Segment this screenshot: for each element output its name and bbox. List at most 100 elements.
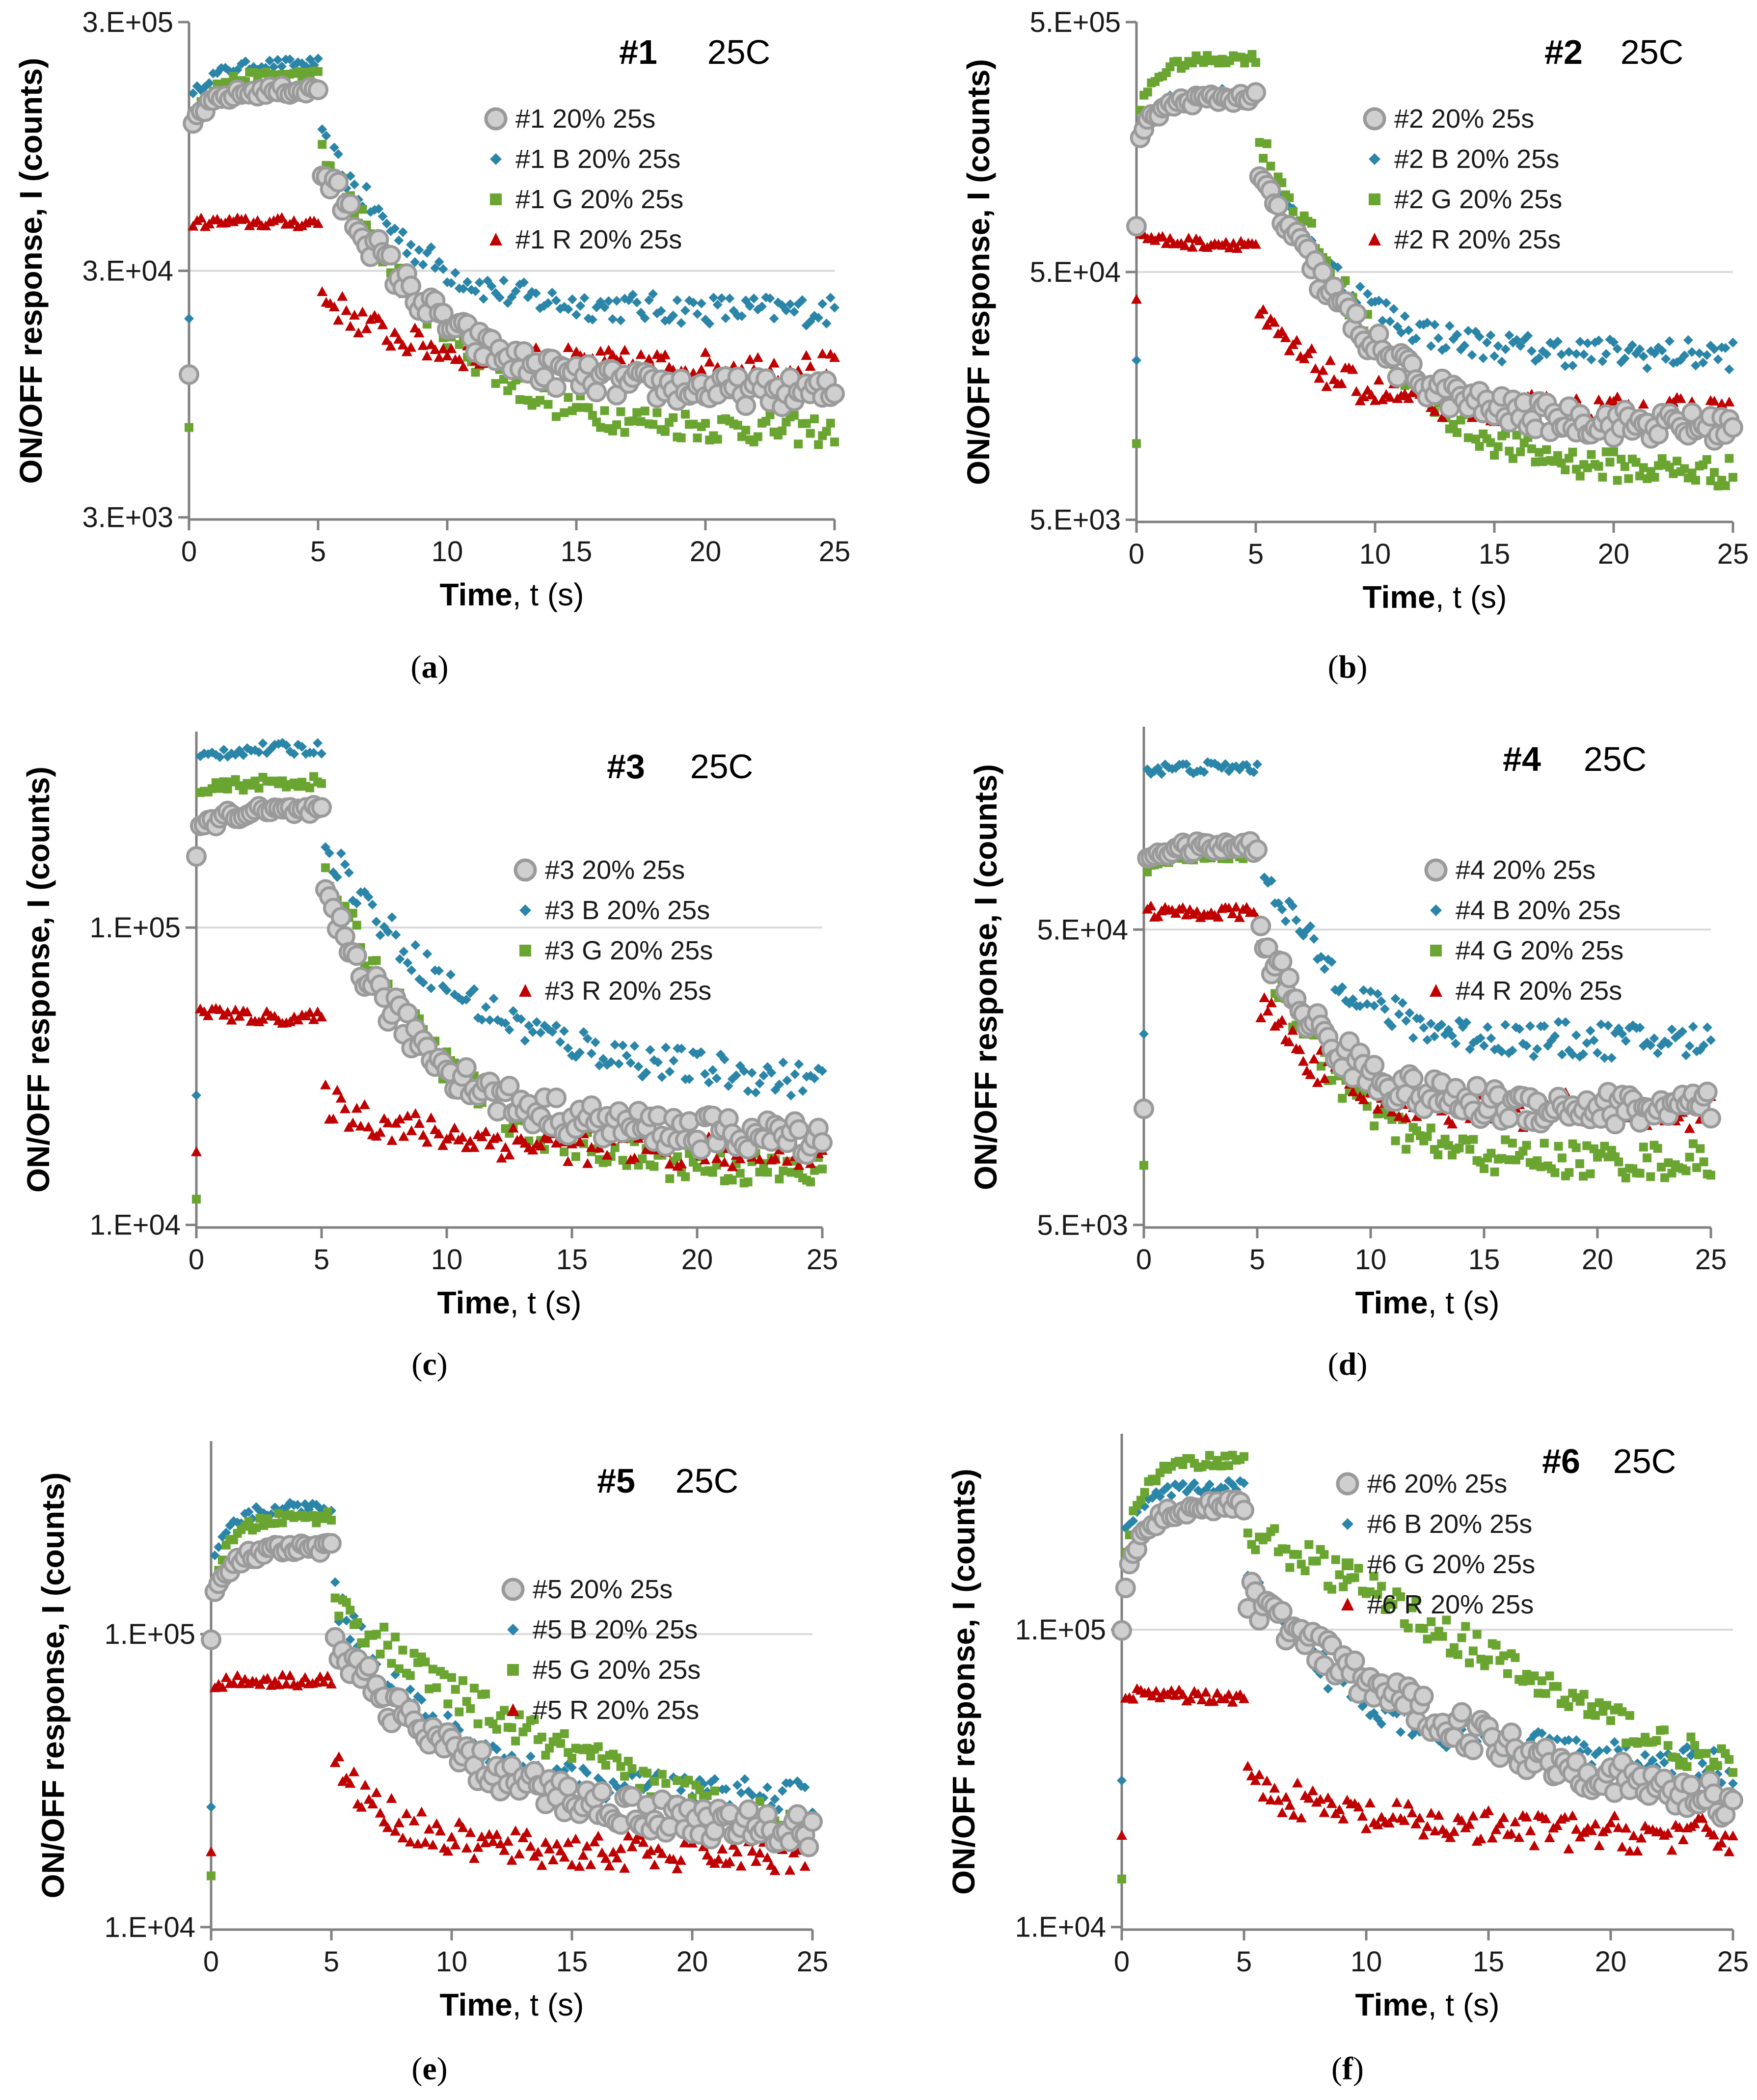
data-point xyxy=(543,298,553,308)
data-point xyxy=(1321,381,1332,391)
data-point xyxy=(607,314,618,324)
data-point xyxy=(311,1677,322,1687)
data-point xyxy=(450,268,460,278)
data-point xyxy=(323,1507,332,1517)
data-point xyxy=(1460,340,1470,351)
data-point xyxy=(406,1125,417,1135)
data-point xyxy=(1698,357,1708,368)
data-point xyxy=(734,1153,746,1164)
data-point xyxy=(574,1861,585,1871)
data-point xyxy=(1664,1158,1673,1168)
data-point xyxy=(1557,459,1566,468)
data-point xyxy=(329,1757,341,1767)
caption-letter: e xyxy=(422,2051,436,2087)
data-point xyxy=(1251,1545,1260,1555)
data-point xyxy=(341,1615,351,1626)
data-point xyxy=(1276,1015,1288,1025)
data-point xyxy=(1603,1152,1613,1162)
data-point xyxy=(1309,934,1319,944)
data-point xyxy=(774,1079,784,1090)
data-point xyxy=(457,1822,468,1832)
data-point xyxy=(781,305,791,316)
data-point xyxy=(281,740,292,750)
data-point xyxy=(779,1166,788,1175)
data-point xyxy=(1364,1055,1385,1076)
data-point xyxy=(1679,350,1690,360)
x-tick-label: 20 xyxy=(1595,1946,1627,1978)
data-point xyxy=(619,1863,630,1873)
data-point xyxy=(484,1139,495,1149)
legend-label: #5 B 20% 25s xyxy=(533,1615,698,1644)
data-point xyxy=(1243,1528,1252,1538)
data-point xyxy=(1667,1169,1676,1178)
data-point xyxy=(1426,341,1436,351)
x-tick-label: 20 xyxy=(1582,1244,1614,1276)
data-point xyxy=(1351,386,1362,396)
data-point xyxy=(643,1769,652,1778)
data-point xyxy=(1262,1006,1273,1016)
legend-label: #3 20% 25s xyxy=(545,855,685,885)
chart-title: #3 xyxy=(607,747,645,786)
data-point xyxy=(431,1818,442,1828)
data-point xyxy=(464,1136,476,1146)
data-point xyxy=(672,295,682,305)
data-point xyxy=(481,1690,490,1698)
data-point xyxy=(1252,759,1262,769)
data-point xyxy=(469,984,479,994)
data-point xyxy=(1266,997,1277,1008)
data-point xyxy=(1709,395,1720,406)
data-point xyxy=(1370,1121,1379,1131)
data-point xyxy=(1497,1154,1507,1163)
data-point xyxy=(456,1057,477,1078)
legend-label: #4 G 20% 25s xyxy=(1456,936,1623,965)
data-point xyxy=(601,1149,613,1160)
data-point xyxy=(492,1724,501,1734)
data-point xyxy=(1230,901,1242,912)
data-point xyxy=(1691,360,1701,371)
data-point xyxy=(339,1103,351,1114)
legend-marker-square xyxy=(1369,193,1380,205)
series-overall xyxy=(186,795,833,1165)
data-point xyxy=(432,1683,441,1692)
data-point xyxy=(1232,243,1243,253)
data-point xyxy=(346,1606,355,1615)
data-point xyxy=(1557,1049,1567,1060)
data-point xyxy=(595,346,606,356)
data-point xyxy=(563,1156,574,1166)
data-point xyxy=(592,1781,613,1802)
data-point xyxy=(191,1146,202,1156)
data-point xyxy=(559,1852,570,1862)
data-point xyxy=(1725,1755,1734,1764)
data-point xyxy=(206,1802,216,1812)
data-point xyxy=(696,1047,706,1058)
data-point xyxy=(1131,294,1142,304)
data-point xyxy=(1702,350,1712,360)
data-point xyxy=(1350,1573,1359,1582)
data-point xyxy=(304,1007,316,1017)
x-tick-label: 10 xyxy=(436,1946,468,1978)
data-point xyxy=(1364,1798,1376,1808)
data-point xyxy=(1606,1053,1617,1063)
data-point xyxy=(397,339,408,350)
data-point xyxy=(830,437,839,447)
data-point xyxy=(425,1684,434,1693)
data-point xyxy=(1336,378,1347,388)
data-point xyxy=(478,294,488,304)
data-point xyxy=(769,1865,781,1875)
data-point xyxy=(1362,999,1372,1009)
data-point xyxy=(1652,1048,1663,1059)
data-point xyxy=(1355,281,1365,292)
data-point xyxy=(457,1132,468,1142)
data-point xyxy=(702,1850,713,1860)
data-point xyxy=(250,776,260,786)
data-point xyxy=(1436,412,1448,422)
data-point xyxy=(594,1742,603,1751)
data-point xyxy=(703,1077,714,1088)
data-point xyxy=(543,1133,554,1144)
data-point xyxy=(258,738,268,749)
data-point xyxy=(684,1074,695,1084)
data-point xyxy=(1306,343,1317,354)
data-point xyxy=(525,1751,536,1762)
data-point xyxy=(661,1779,671,1788)
data-point xyxy=(701,419,710,428)
